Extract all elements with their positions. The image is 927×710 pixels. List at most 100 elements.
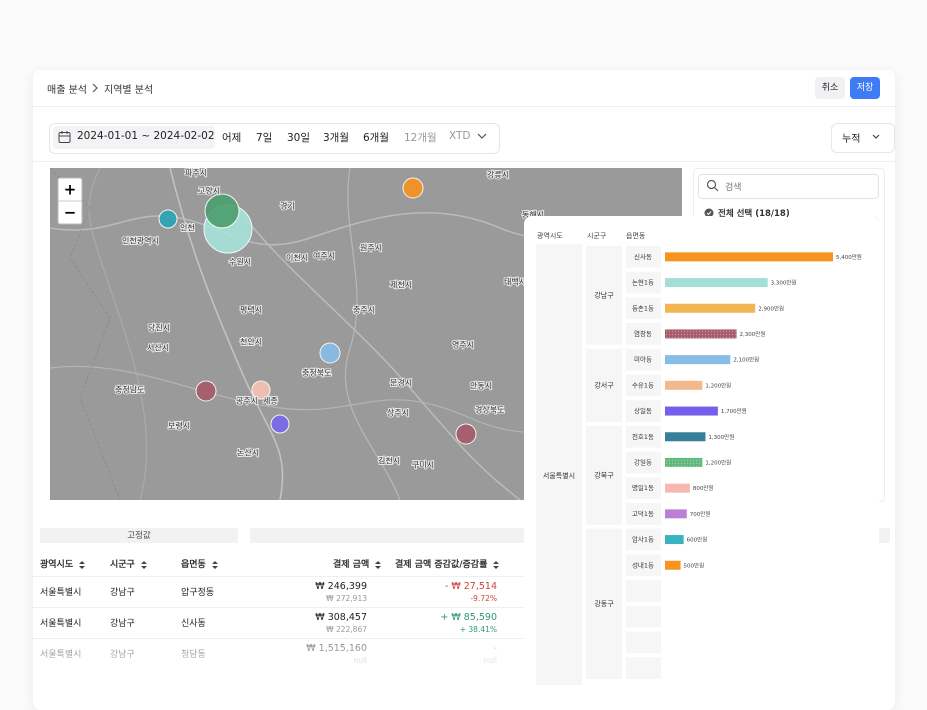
map-label: 당진시 xyxy=(148,323,170,333)
map-label: 인천 xyxy=(180,223,195,233)
category-label: 성내1동 xyxy=(632,560,654,569)
category-label: 상일동 xyxy=(634,406,652,415)
map-label: 공주시 xyxy=(236,397,258,406)
breadcrumb-chevron xyxy=(92,83,98,93)
map-label: 태백시 xyxy=(504,277,526,287)
district-label: 강북구 xyxy=(594,470,614,479)
category-cell xyxy=(626,374,661,397)
map-label: 충청북도 xyxy=(302,369,331,378)
bar xyxy=(665,560,681,570)
bar xyxy=(665,535,684,545)
prev-amount: ₩ 272,913 xyxy=(326,594,367,603)
value-label: 500만원 xyxy=(684,561,705,569)
sort-icon[interactable] xyxy=(211,560,219,570)
row-divider xyxy=(33,576,533,577)
category-label: 신사동 xyxy=(634,252,652,261)
table-group-band xyxy=(40,528,238,543)
value-label: 1,200만원 xyxy=(705,458,731,466)
diff: - ₩ 27,514 xyxy=(444,581,497,592)
value-label: 1,300만원 xyxy=(708,433,734,441)
filter-bar xyxy=(49,123,500,154)
value-label: 700만원 xyxy=(690,510,711,518)
cell: 강남구 xyxy=(110,619,135,629)
category-cell xyxy=(626,631,661,654)
amount: ₩ 308,457 xyxy=(315,612,367,623)
column-header: 광역시도 xyxy=(537,231,563,240)
value-label: 5,400만원 xyxy=(836,253,862,261)
sort-icon[interactable] xyxy=(140,560,148,570)
breadcrumb-item: 지역별 분석 xyxy=(104,85,154,96)
map-label: 구미시 xyxy=(412,461,434,470)
category-cell xyxy=(626,348,661,371)
amount: ₩ 246,399 xyxy=(315,581,367,592)
category-label: 염창동 xyxy=(634,330,652,338)
map-label: 영주시 xyxy=(452,340,474,350)
search-placeholder: 검색 xyxy=(725,183,742,193)
xtd-chevron[interactable] xyxy=(476,131,488,141)
map-label: 경상북도 xyxy=(475,405,504,415)
category-cell xyxy=(626,323,661,345)
bar xyxy=(665,252,833,262)
map-label: 원주시 xyxy=(360,244,382,253)
map-label: 파주시 xyxy=(185,169,207,178)
map-label: 고양시 xyxy=(198,187,220,196)
map-label: 이천시 xyxy=(286,253,308,263)
mode-dropdown[interactable] xyxy=(831,123,895,153)
cell: 신사동 xyxy=(181,619,206,629)
district-label: 강남구 xyxy=(594,290,614,299)
map-label: 강릉시 xyxy=(487,170,509,180)
map-label: 충청남도 xyxy=(115,386,144,395)
value-label: 2,900만원 xyxy=(758,304,784,312)
sort-icon[interactable] xyxy=(78,560,86,570)
diff-rate: -9.72% xyxy=(470,594,497,603)
calendar-icon xyxy=(58,131,71,143)
date-picker[interactable] xyxy=(53,126,215,149)
bar xyxy=(665,380,703,390)
row-divider xyxy=(33,607,533,608)
category-label: 수유1동 xyxy=(632,381,654,389)
bar-texture xyxy=(665,329,737,339)
column-header: 시군구 xyxy=(587,232,607,240)
cell: 강남구 xyxy=(110,588,135,598)
map-label: 상주시 xyxy=(387,408,409,418)
bar xyxy=(665,406,718,416)
sort-icon[interactable] xyxy=(492,560,500,570)
fade xyxy=(33,640,533,685)
map-label: 수원시 xyxy=(229,258,251,267)
category-cell xyxy=(626,451,661,474)
search-box[interactable] xyxy=(698,174,879,199)
sort-icon[interactable] xyxy=(374,560,382,570)
period-tab[interactable]: 어제 xyxy=(222,132,242,144)
map-label: 천안시 xyxy=(240,337,262,347)
map-label: 보령시 xyxy=(168,422,190,431)
column-header: 읍면동 xyxy=(181,557,219,570)
period-tab[interactable]: 12개월 xyxy=(404,132,437,144)
map-label: 충주시 xyxy=(353,306,375,315)
row-divider xyxy=(33,638,533,639)
date-range: 2024-01-01 ~ 2024-02-02 xyxy=(77,130,215,142)
checkbox[interactable] xyxy=(704,208,714,218)
column-header: 시군구 xyxy=(110,557,148,570)
period-tab[interactable]: 6개월 xyxy=(363,132,390,144)
category-label: 명일1동 xyxy=(632,483,654,492)
save-button[interactable]: 저장 xyxy=(850,77,880,99)
map-label: 경기 xyxy=(280,201,295,211)
column-header: 읍면동 xyxy=(626,231,646,240)
period-tab[interactable]: 7일 xyxy=(256,132,273,144)
period-tab[interactable]: 30일 xyxy=(287,132,311,144)
bar xyxy=(665,483,690,493)
period-tab[interactable]: XTD xyxy=(449,130,471,142)
value-label: 3,300만원 xyxy=(771,279,797,287)
category-label: 천호1동 xyxy=(632,432,654,441)
period-tab[interactable]: 3개월 xyxy=(323,132,350,144)
mode-label: 누적 xyxy=(842,134,861,145)
cancel-button[interactable]: 취소 xyxy=(815,77,845,99)
category-label: 논현1동 xyxy=(632,279,654,287)
cell: 압구정동 xyxy=(181,588,215,598)
category-cell xyxy=(626,477,661,499)
category-cell xyxy=(626,246,661,268)
select-all: 전체 선택 (18/18) xyxy=(718,209,790,219)
category-cell xyxy=(626,605,661,628)
zoom-in[interactable]: + xyxy=(64,181,77,199)
region-label: 서울특별시 xyxy=(543,471,575,480)
